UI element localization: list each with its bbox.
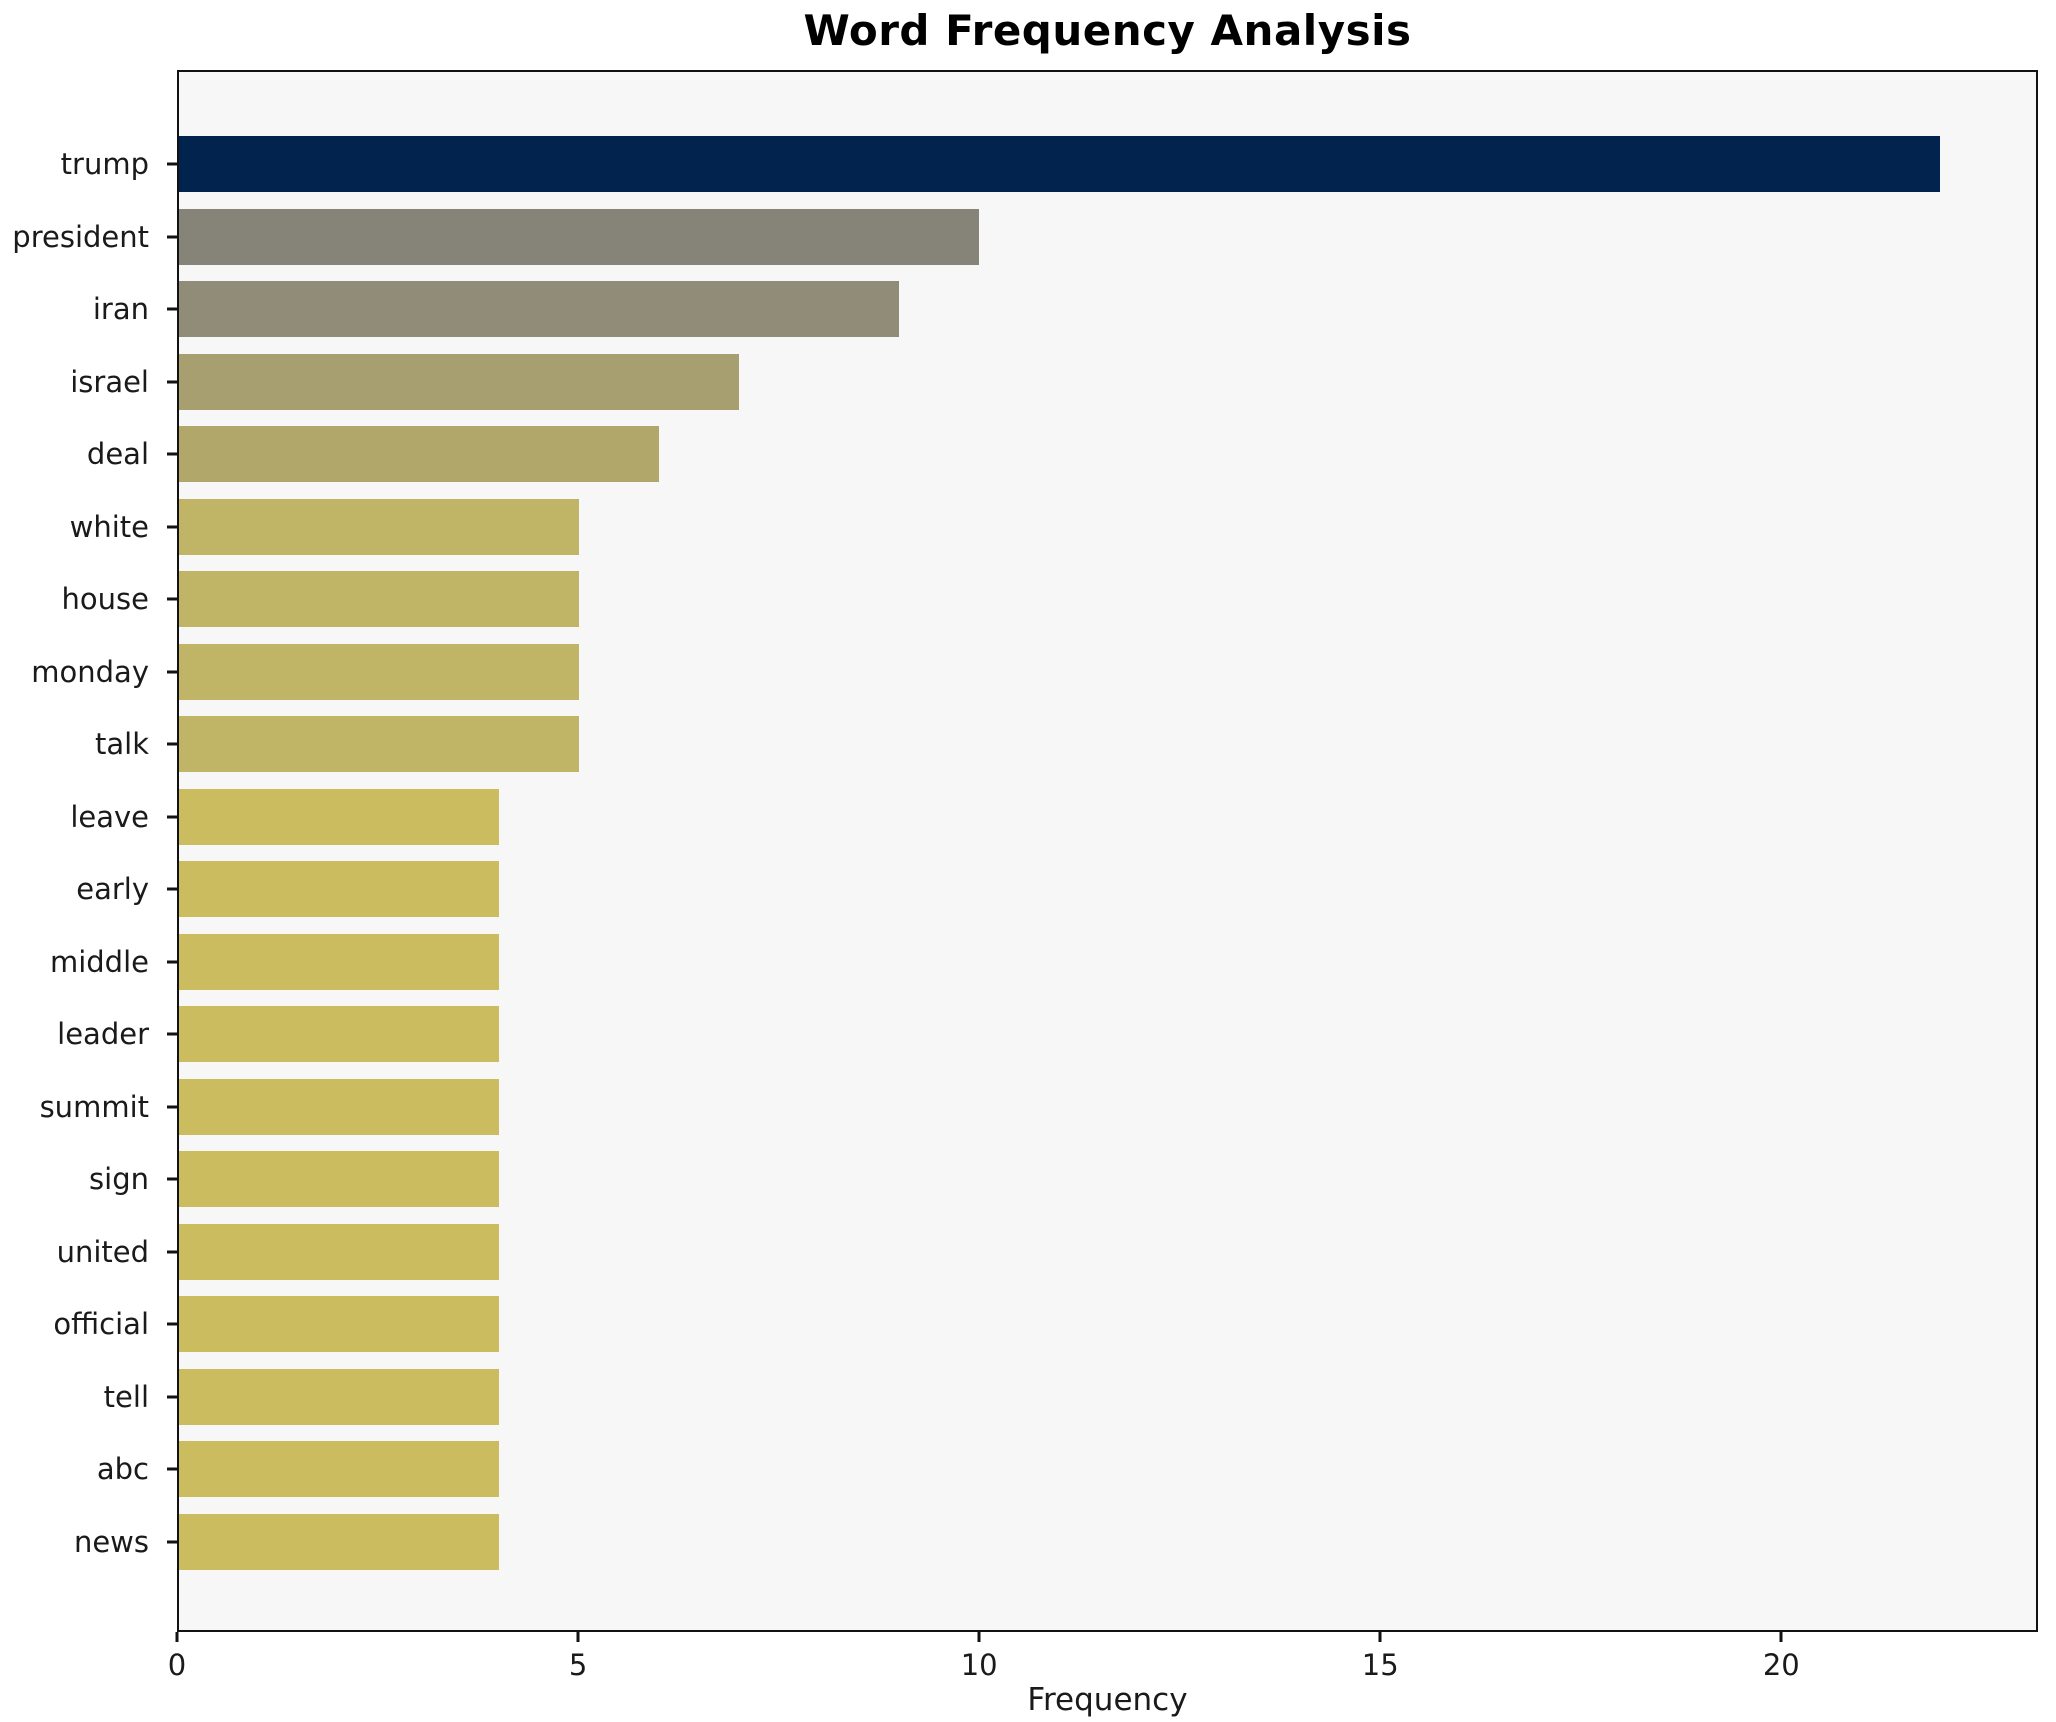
bar xyxy=(179,1151,500,1208)
x-tick-label: 0 xyxy=(167,1648,187,1682)
y-tick-label: deal xyxy=(86,437,149,472)
bar xyxy=(179,281,900,338)
x-tick-mark xyxy=(1779,1632,1783,1642)
bar xyxy=(179,136,1940,193)
y-tick-mark xyxy=(167,452,177,456)
bar xyxy=(179,933,500,990)
y-tick-mark xyxy=(167,887,177,891)
y-tick-mark xyxy=(167,1540,177,1544)
y-tick-label: president xyxy=(12,219,149,254)
bar xyxy=(179,1006,500,1063)
bar xyxy=(179,353,740,410)
y-tick-label: white xyxy=(69,509,149,544)
bar xyxy=(179,208,980,265)
y-tick-mark xyxy=(167,1467,177,1471)
bar-row: sign xyxy=(89,1143,2036,1216)
y-tick-label: tell xyxy=(103,1379,149,1414)
y-tick-label: talk xyxy=(95,727,149,762)
bar-row: leader xyxy=(57,998,2036,1071)
x-axis-title: Frequency xyxy=(1027,1682,1188,1718)
y-tick-label: leader xyxy=(57,1017,149,1052)
bar xyxy=(179,716,580,773)
bar-row: talk xyxy=(95,708,2036,781)
bar-row: news xyxy=(74,1506,2036,1579)
bar-row: trump xyxy=(61,128,2036,201)
y-tick-label: house xyxy=(61,582,149,617)
bar xyxy=(179,1223,500,1280)
x-axis: 0 5 10 15 20 xyxy=(168,1632,2038,1692)
bar xyxy=(179,788,500,845)
x-tick-mark xyxy=(175,1632,179,1642)
bar-row: white xyxy=(70,491,2036,564)
y-tick-label: israel xyxy=(70,364,149,399)
bar xyxy=(179,1078,500,1135)
x-tick-mark xyxy=(1378,1632,1382,1642)
y-tick-mark xyxy=(167,525,177,529)
bar xyxy=(179,571,580,628)
bar xyxy=(179,426,660,483)
x-tick-label: 20 xyxy=(1762,1648,1800,1682)
x-tick-label: 15 xyxy=(1361,1648,1399,1682)
bar-row: israel xyxy=(70,346,2036,419)
bar xyxy=(179,1296,500,1353)
y-tick-label: summit xyxy=(39,1089,149,1124)
y-tick-label: abc xyxy=(96,1452,149,1487)
y-tick-label: leave xyxy=(70,799,149,834)
bar-row: leave xyxy=(70,781,2036,854)
y-tick-mark xyxy=(167,307,177,311)
bar-row: president xyxy=(12,201,2036,274)
bar-row: iran xyxy=(93,273,2036,346)
y-tick-label: middle xyxy=(49,944,149,979)
y-tick-label: early xyxy=(76,872,149,907)
y-tick-mark xyxy=(167,1250,177,1254)
bar-row: united xyxy=(57,1216,2036,1289)
y-tick-label: united xyxy=(56,1234,149,1269)
y-tick-mark xyxy=(167,597,177,601)
bar-row: summit xyxy=(40,1071,2036,1144)
bar-row: monday xyxy=(31,636,2036,709)
y-tick-label: iran xyxy=(92,292,149,327)
y-tick-mark xyxy=(167,1032,177,1036)
y-tick-mark xyxy=(167,235,177,239)
y-tick-mark xyxy=(167,815,177,819)
chart-title: Word Frequency Analysis xyxy=(803,6,1412,55)
y-tick-mark xyxy=(167,960,177,964)
x-tick-mark xyxy=(576,1632,580,1642)
y-tick-mark xyxy=(167,742,177,746)
bar xyxy=(179,1513,500,1570)
y-tick-label: sign xyxy=(89,1162,149,1197)
y-tick-mark xyxy=(167,1322,177,1326)
bar xyxy=(179,861,500,918)
plot-area: trump president iran israel deal white house mo… xyxy=(12,70,2038,1632)
y-tick-label: trump xyxy=(60,147,149,182)
y-tick-mark xyxy=(167,1105,177,1109)
y-tick-label: news xyxy=(73,1524,149,1559)
x-tick-mark xyxy=(977,1632,981,1642)
bar-row: deal xyxy=(87,418,2036,491)
bar-row: middle xyxy=(50,926,2036,999)
bar xyxy=(179,1441,500,1498)
bar xyxy=(179,1368,500,1425)
x-tick-label: 10 xyxy=(960,1648,998,1682)
y-tick-label: monday xyxy=(31,654,149,689)
y-tick-mark xyxy=(167,162,177,166)
bar-row: house xyxy=(62,563,2036,636)
bar xyxy=(179,498,580,555)
y-tick-mark xyxy=(167,1395,177,1399)
bar-row: tell xyxy=(104,1361,2036,1434)
bar xyxy=(179,643,580,700)
y-tick-mark xyxy=(167,380,177,384)
y-tick-label: official xyxy=(53,1307,149,1342)
x-tick-label: 5 xyxy=(568,1648,588,1682)
y-tick-mark xyxy=(167,670,177,674)
y-tick-mark xyxy=(167,1177,177,1181)
bar-row: early xyxy=(76,853,2036,926)
bar-row: official xyxy=(53,1288,2036,1361)
bar-row: abc xyxy=(97,1433,2036,1506)
